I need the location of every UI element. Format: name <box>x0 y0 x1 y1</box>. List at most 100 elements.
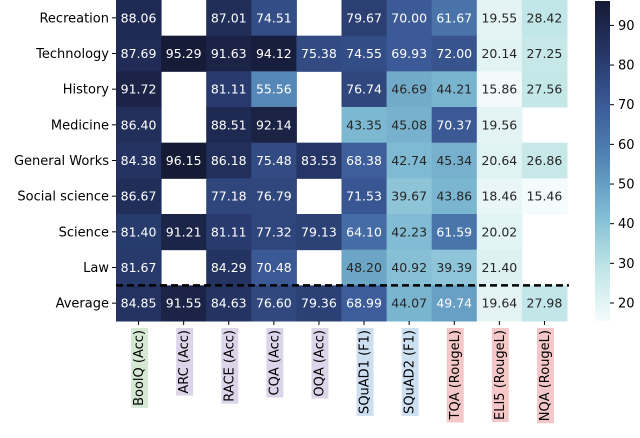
cell-value-label: 19.55 <box>481 10 517 25</box>
heatmap-cell <box>476 249 523 286</box>
row-label: Average <box>56 297 109 312</box>
cell-value-label: 45.34 <box>436 153 472 168</box>
cell-value-label: 88.51 <box>211 117 247 132</box>
cell-value-label: 79.13 <box>301 224 337 239</box>
heatmap-cell <box>116 214 162 251</box>
cell-value-label: 68.99 <box>346 296 382 311</box>
cell-value-label: 15.86 <box>481 82 517 97</box>
heatmap-cell <box>341 285 388 322</box>
column-label: SQuAD1 (F1) <box>356 328 374 416</box>
cell-value-label: 68.38 <box>346 153 382 168</box>
colorbar-tick-label: 90 <box>618 19 635 34</box>
cell-value-label: 75.48 <box>256 153 292 168</box>
cell-value-label: 64.10 <box>346 224 382 239</box>
cell-value-label: 79.67 <box>346 10 382 25</box>
cell-value-label: 81.11 <box>211 224 247 239</box>
cell-value-label: 18.46 <box>481 189 517 204</box>
cell-value-label: 84.38 <box>121 153 157 168</box>
heatmap-cell <box>341 71 388 108</box>
cell-value-label: 70.37 <box>436 117 472 132</box>
cell-value-label: 87.01 <box>211 10 247 25</box>
cell-value-label: 81.11 <box>211 82 247 97</box>
colorbar-tick-label: 50 <box>618 178 635 193</box>
heatmap-cell <box>431 178 478 215</box>
cell-value-label: 81.40 <box>121 224 157 239</box>
cell-value-label: 91.55 <box>166 296 202 311</box>
row-label: Social science <box>17 190 109 205</box>
heatmap-cell <box>251 0 297 37</box>
heatmap-cell <box>251 214 297 251</box>
cell-value-label: 44.07 <box>391 296 427 311</box>
heatmap-cell <box>521 142 568 179</box>
column-label-background <box>491 328 509 422</box>
column-label-text: ARC (Acc) <box>177 330 192 394</box>
heatmap-cell <box>521 285 568 322</box>
colorbar <box>595 1 610 321</box>
cell-value-label: 76.60 <box>256 296 292 311</box>
column-label: CQA (Acc) <box>266 328 284 398</box>
heatmap-cell <box>386 214 433 251</box>
heatmap-cell <box>296 285 342 322</box>
cell-value-label: 19.56 <box>481 117 517 132</box>
heatmap-cell <box>521 35 568 72</box>
heatmap-cell <box>341 178 388 215</box>
heatmap-cell <box>386 142 433 179</box>
column-label-background <box>446 328 464 423</box>
heatmap-cell <box>476 285 523 322</box>
cell-value-label: 19.64 <box>481 296 517 311</box>
cell-value-label: 96.15 <box>166 153 202 168</box>
column-label: ARC (Acc) <box>176 328 194 396</box>
heatmap-cell <box>206 285 252 322</box>
heatmap-cell <box>341 0 388 37</box>
row-label: Recreation <box>39 11 109 26</box>
column-label: RACE (Acc) <box>221 328 239 404</box>
heatmap-cell <box>521 0 568 37</box>
heatmap-cell <box>251 142 297 179</box>
heatmap-cell <box>206 35 252 72</box>
column-label-background <box>536 328 554 424</box>
cell-value-label: 84.63 <box>211 296 247 311</box>
heatmap-cell <box>161 35 207 72</box>
cell-value-label: 61.59 <box>436 224 472 239</box>
column-label-background <box>221 328 239 404</box>
cell-value-label: 88.06 <box>121 10 157 25</box>
cell-value-label: 40.92 <box>391 260 427 275</box>
heatmap-cell <box>386 178 433 215</box>
cell-value-label: 46.69 <box>391 82 427 97</box>
heatmap-cell <box>116 178 162 215</box>
heatmap-cell <box>431 285 478 322</box>
heatmap-cell <box>251 249 297 286</box>
cell-value-label: 43.35 <box>346 117 382 132</box>
cell-value-label: 86.40 <box>121 117 157 132</box>
heatmap-cell <box>431 0 478 37</box>
cell-value-label: 72.00 <box>436 46 472 61</box>
heatmap-cell <box>206 71 252 108</box>
heatmap-cell <box>386 35 433 72</box>
cell-value-label: 74.55 <box>346 46 382 61</box>
heatmap-cell <box>386 71 433 108</box>
cell-value-label: 39.67 <box>391 189 427 204</box>
heatmap-cell <box>476 71 523 108</box>
cell-value-label: 48.20 <box>346 260 382 275</box>
heatmap-cell <box>341 214 388 251</box>
heatmap-cell <box>116 249 162 286</box>
heatmap-cell <box>206 0 252 37</box>
heatmap-cell <box>521 71 568 108</box>
cell-value-label: 86.67 <box>121 189 157 204</box>
cell-value-label: 76.79 <box>256 189 292 204</box>
column-label: OQA (Acc) <box>311 328 329 399</box>
cell-value-label: 91.21 <box>166 224 202 239</box>
cell-value-label: 28.42 <box>527 10 563 25</box>
cell-value-label: 77.18 <box>211 189 247 204</box>
heatmap-cell <box>476 142 523 179</box>
colorbar-tick-label: 70 <box>618 98 635 113</box>
cell-value-label: 44.21 <box>436 82 472 97</box>
colorbar-tick-label: 80 <box>618 59 635 74</box>
heatmap-cell <box>431 107 478 144</box>
row-label: Science <box>59 225 109 240</box>
cell-value-label: 15.46 <box>527 189 563 204</box>
cell-value-label: 84.29 <box>211 260 247 275</box>
heatmap-cell <box>386 285 433 322</box>
heatmap-cell <box>386 107 433 144</box>
cell-value-label: 79.36 <box>301 296 337 311</box>
